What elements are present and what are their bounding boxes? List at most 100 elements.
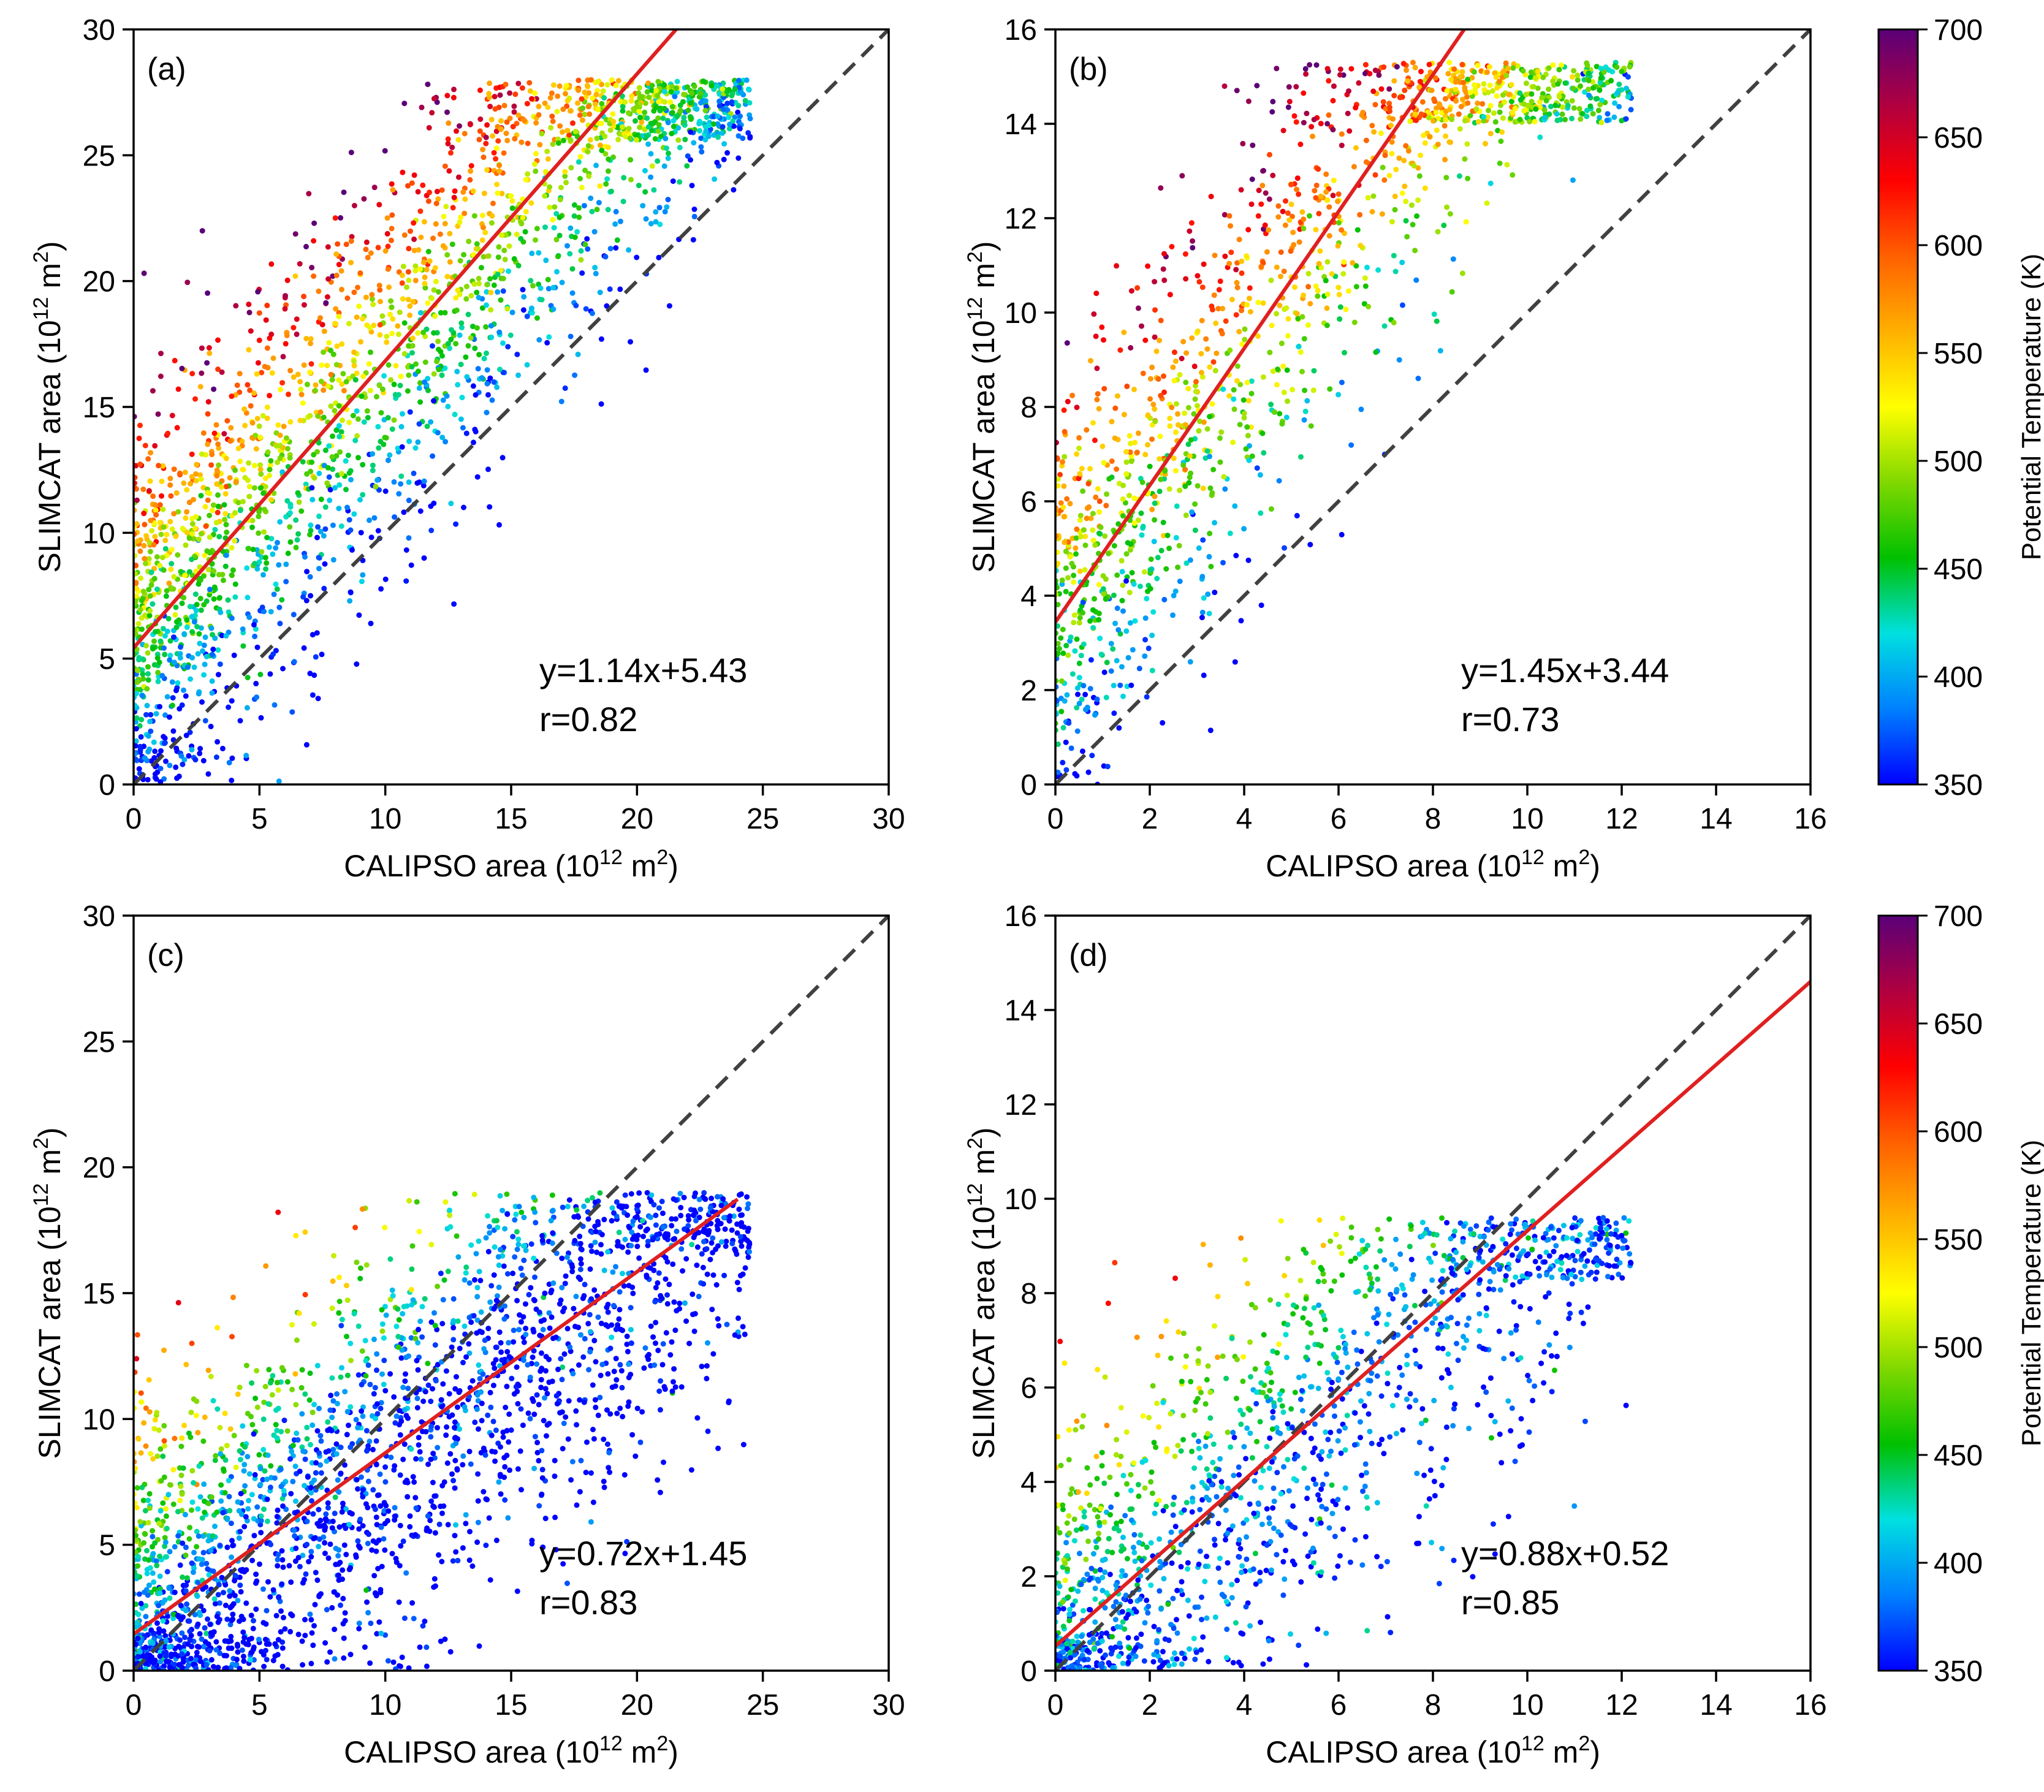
data-point [270,1373,276,1379]
data-point [512,135,518,142]
data-point [232,537,238,544]
data-point [1272,409,1277,415]
data-point [524,101,530,107]
data-point [1389,151,1395,157]
data-point [136,1591,142,1597]
data-point [248,328,254,334]
data-point [562,173,568,179]
data-point [503,1405,509,1410]
data-point [1135,305,1141,311]
data-point [539,1448,545,1454]
y-tick-label: 10 [83,517,115,550]
data-point [1111,710,1117,716]
data-point [457,1345,463,1351]
data-point [464,374,470,380]
data-point [406,497,412,503]
data-point [1077,568,1083,574]
data-point [196,536,202,542]
data-point [1084,515,1090,522]
data-point [559,1376,565,1383]
data-point [512,91,519,97]
data-point [467,121,473,127]
data-point [471,439,476,446]
data-point [447,230,453,237]
data-point [1234,363,1240,369]
data-point [1068,745,1074,751]
data-point [1152,500,1158,506]
data-point [205,399,211,405]
data-point [1163,566,1169,572]
y-tick-label: 16 [1005,14,1037,47]
data-point [200,573,207,579]
data-point [353,1416,359,1422]
data-point [1248,201,1255,207]
data-point [1145,263,1151,269]
data-point [506,1439,512,1445]
data-point [1313,62,1320,68]
data-point [696,1215,702,1220]
data-point [1570,74,1575,80]
data-point [336,506,342,512]
data-point [500,1207,506,1213]
data-point [602,151,609,157]
data-point [1518,97,1524,103]
data-point [241,406,248,412]
data-point [502,1497,508,1503]
data-point [499,191,505,197]
data-point [199,451,205,457]
data-point [215,441,221,447]
data-point [1218,429,1225,435]
data-point [238,1589,244,1595]
data-point [557,197,563,203]
data-point [351,289,357,295]
data-point [175,509,181,515]
data-point [1199,609,1206,615]
data-point [514,351,520,357]
data-point [487,276,493,282]
data-point [1426,61,1432,67]
data-point [1193,383,1198,389]
data-point [211,596,217,602]
data-point [1140,370,1146,376]
data-point [485,253,492,259]
x-tick-label: 16 [1794,803,1826,835]
data-point [1575,72,1581,78]
data-point [1318,193,1324,199]
data-point [618,99,624,105]
data-point [215,492,221,498]
data-point [137,607,143,613]
data-point [1486,107,1491,113]
data-point [461,252,467,258]
data-point [460,189,466,195]
data-point [1187,474,1193,480]
data-point [1076,700,1082,707]
data-point [1371,129,1377,135]
x-tick-label: 12 [1605,803,1638,835]
data-point [264,404,270,410]
data-point [134,1549,139,1555]
data-point [648,174,654,180]
data-point [156,659,162,666]
data-point [484,281,490,287]
data-point [1266,151,1272,158]
data-point [514,1588,520,1594]
data-point [287,419,294,425]
data-point [158,765,164,772]
data-point [665,155,671,161]
data-point [169,526,175,532]
data-point [1559,62,1564,68]
data-point [294,316,300,322]
data-point [1121,329,1127,335]
data-point [376,202,382,208]
data-point [1060,459,1065,465]
data-point [1472,82,1478,88]
data-point [1074,705,1080,711]
data-point [332,1510,338,1516]
data-point [171,659,177,666]
data-point [136,655,142,661]
data-point [576,77,582,83]
data-point [523,1247,529,1253]
data-point [667,99,674,105]
data-point [406,372,412,378]
data-point [246,1498,252,1503]
